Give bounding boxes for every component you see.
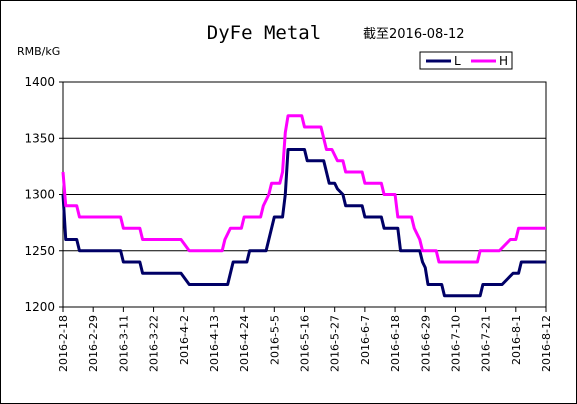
y-tick-label: 1200 (24, 300, 55, 314)
x-tick-label: 2016-5-16 (299, 315, 312, 372)
x-tick-label: 2016-3-11 (117, 315, 130, 372)
series-line-l (61, 148, 546, 298)
x-tick-label: 2016-6-7 (359, 315, 372, 365)
x-tick-label: 2016-8-12 (540, 315, 553, 372)
legend-label-l: L (454, 54, 461, 68)
y-axis-label: RMB/kG (17, 45, 60, 58)
x-tick-label: 2016-3-22 (148, 315, 161, 372)
chart-title: DyFe Metal (207, 22, 321, 44)
x-tick-label: 2016-4-24 (238, 315, 251, 372)
y-tick-label: 1400 (24, 75, 55, 89)
legend: L H (419, 51, 513, 70)
chart-subtitle: 截至2016-08-12 (363, 27, 465, 42)
y-tick-label: 1250 (24, 244, 55, 258)
x-tick-label: 2016-7-10 (449, 315, 462, 372)
x-tick-label: 2016-4-2 (178, 315, 191, 365)
legend-label-h: H (499, 54, 508, 68)
y-tick-label: 1300 (24, 188, 55, 202)
x-tick-label: 2016-5-5 (268, 315, 281, 365)
y-tick-label: 1350 (24, 131, 55, 145)
x-tick-label: 2016-4-13 (208, 315, 221, 372)
legend-box (419, 51, 513, 70)
x-tick-label: 2016-5-27 (329, 315, 342, 372)
x-tick-label: 2016-7-21 (480, 315, 493, 372)
x-tick-label: 2016-2-29 (87, 315, 100, 372)
plot-area: 1200 1250 1300 1350 1400 2016-2-18 2016-2-29 20… (24, 75, 553, 372)
x-tick-label: 2016-6-18 (389, 315, 402, 372)
x-tick-label: 2016-8-1 (510, 315, 523, 365)
series-line-h (61, 114, 546, 264)
x-tick-label: 2016-2-18 (57, 315, 70, 372)
x-tick-label: 2016-6-29 (419, 315, 432, 372)
